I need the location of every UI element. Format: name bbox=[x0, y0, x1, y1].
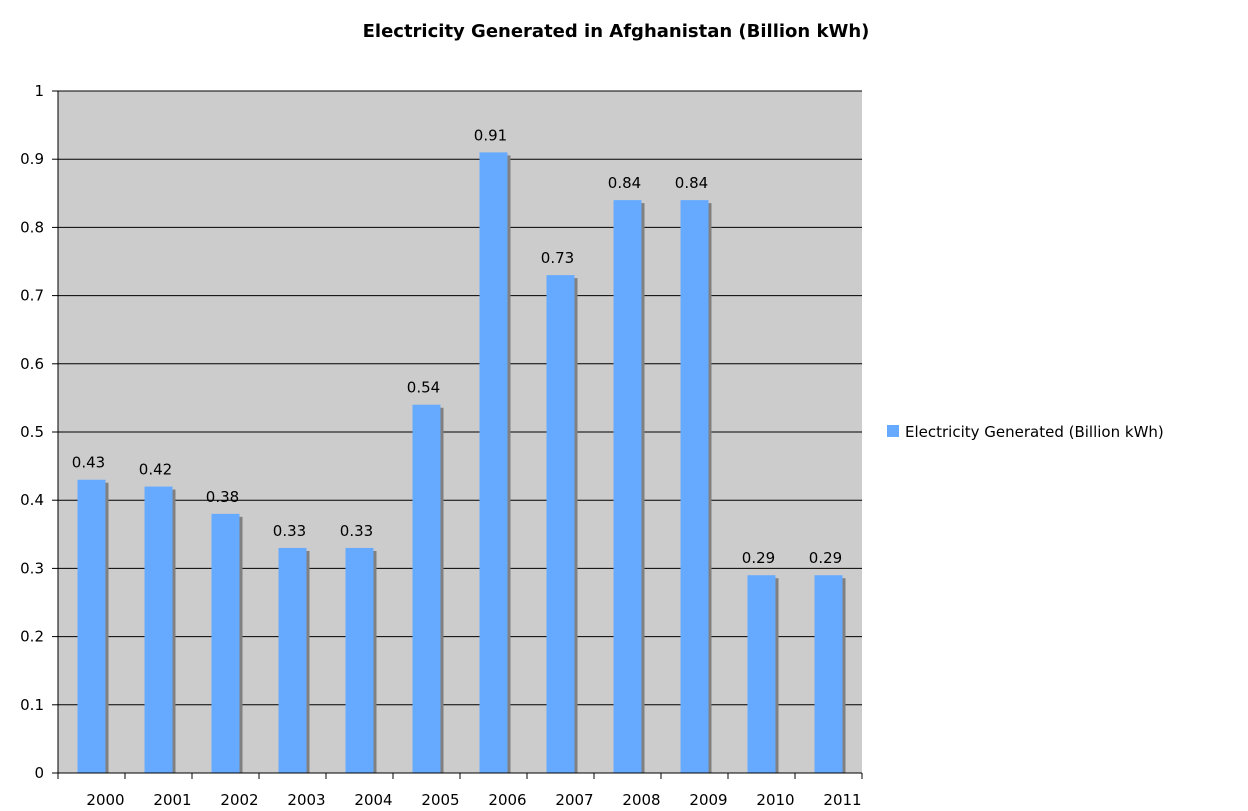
y-tick-label: 0.2 bbox=[20, 628, 44, 646]
data-label: 0.84 bbox=[608, 174, 641, 192]
data-labels: 0.43 0.42 0.38 0.33 0.33 0.54 0.91 0.73 0.84 0.84… bbox=[72, 126, 842, 567]
y-tick-label: 0.5 bbox=[20, 423, 44, 441]
x-tick-label: 2011 bbox=[823, 791, 861, 809]
legend-swatch bbox=[887, 425, 899, 437]
data-label: 0.84 bbox=[675, 174, 708, 192]
y-tick-label: 1 bbox=[34, 82, 44, 100]
legend-label: Electricity Generated (Billion kWh) bbox=[905, 423, 1164, 441]
data-label: 0.73 bbox=[541, 249, 574, 267]
x-tick-label: 2000 bbox=[86, 791, 124, 809]
x-tick-label: 2006 bbox=[488, 791, 526, 809]
axes bbox=[52, 90, 863, 779]
data-label: 0.33 bbox=[340, 522, 373, 540]
bar bbox=[479, 152, 508, 773]
x-tick-label: 2002 bbox=[220, 791, 258, 809]
y-tick-label: 0 bbox=[34, 764, 44, 782]
bar bbox=[613, 200, 642, 773]
data-label: 0.54 bbox=[407, 379, 440, 397]
x-tick-label: 2008 bbox=[622, 791, 660, 809]
x-tick-label: 2004 bbox=[354, 791, 392, 809]
data-label: 0.43 bbox=[72, 454, 105, 472]
data-label: 0.42 bbox=[139, 461, 172, 479]
legend: Electricity Generated (Billion kWh) bbox=[887, 423, 1164, 441]
x-tick-label: 2009 bbox=[689, 791, 727, 809]
y-tick-label: 0.7 bbox=[20, 287, 44, 305]
data-label: 0.29 bbox=[809, 549, 842, 567]
bar bbox=[814, 575, 843, 773]
bar bbox=[77, 479, 106, 773]
bar bbox=[412, 404, 441, 773]
bars bbox=[77, 152, 846, 773]
bar bbox=[546, 275, 575, 773]
data-label: 0.38 bbox=[206, 488, 239, 506]
bar bbox=[345, 547, 374, 773]
bar bbox=[211, 513, 240, 773]
x-tick-label: 2001 bbox=[153, 791, 191, 809]
y-tick-label: 0.1 bbox=[20, 696, 44, 714]
gridlines bbox=[58, 90, 862, 706]
bar bbox=[747, 575, 776, 773]
bar bbox=[680, 200, 709, 773]
x-tick-label: 2010 bbox=[756, 791, 794, 809]
y-tick-label: 0.3 bbox=[20, 559, 44, 577]
x-tick-label: 2007 bbox=[555, 791, 593, 809]
y-tick-label: 0.9 bbox=[20, 150, 44, 168]
y-tick-label: 0.8 bbox=[20, 218, 44, 236]
data-label: 0.29 bbox=[742, 549, 775, 567]
data-label: 0.91 bbox=[474, 126, 507, 144]
chart-title: Electricity Generated in Afghanistan (Bi… bbox=[363, 21, 870, 42]
x-tick-label: 2005 bbox=[421, 791, 459, 809]
bar bbox=[144, 486, 173, 773]
x-tick-labels: 2000 2001 2002 2003 2004 2005 2006 2007 2008 2009… bbox=[86, 791, 861, 809]
data-label: 0.33 bbox=[273, 522, 306, 540]
y-tick-label: 0.4 bbox=[20, 491, 44, 509]
bar bbox=[278, 547, 307, 773]
y-tick-labels: 0 0.1 0.2 0.3 0.4 0.5 0.6 0.7 0.8 0.9 1 bbox=[20, 82, 44, 782]
x-tick-label: 2003 bbox=[287, 791, 325, 809]
y-tick-label: 0.6 bbox=[20, 355, 44, 373]
